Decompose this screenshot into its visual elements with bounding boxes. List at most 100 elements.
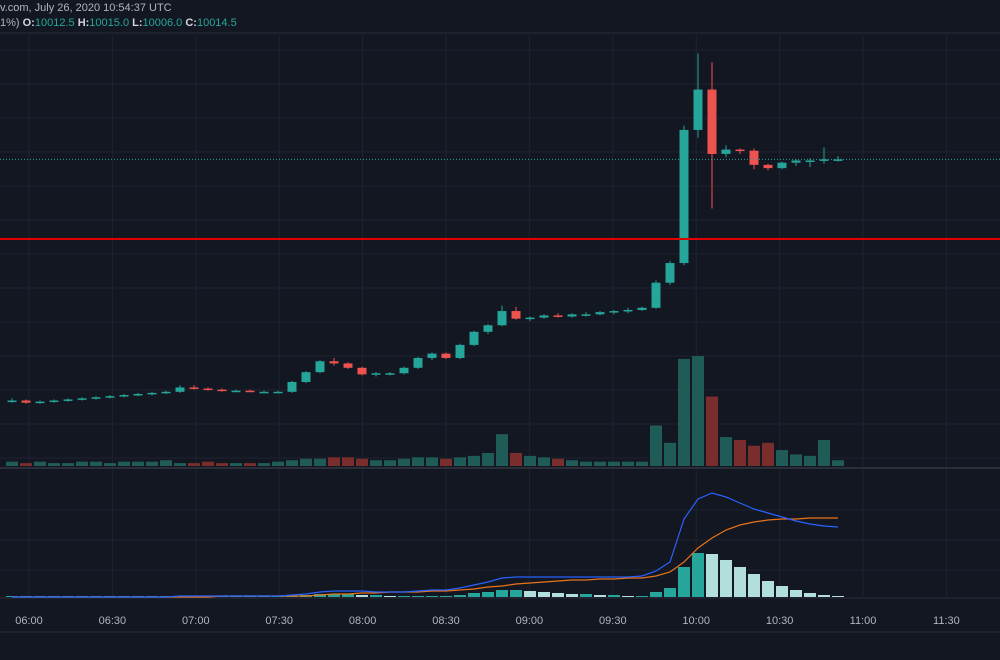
volume-bar [454, 457, 466, 466]
candle-body [133, 393, 143, 396]
volume-bar [356, 458, 368, 466]
candle-body [567, 314, 577, 317]
candle-body [189, 387, 199, 389]
volume-bar [398, 458, 410, 466]
macd-histogram-bar [454, 595, 466, 597]
volume-bar [62, 463, 74, 466]
candle-body [371, 373, 381, 375]
volume-bar [412, 457, 424, 466]
time-axis-label: 08:30 [432, 615, 460, 627]
macd-histogram-bar [510, 590, 522, 597]
macd-histogram-bar [776, 586, 788, 597]
time-axis-label: 10:30 [766, 615, 794, 627]
macd-histogram-bar [328, 594, 340, 597]
volume-bar [188, 463, 200, 466]
high-value: 10015.0 [89, 17, 130, 29]
candle-body [217, 389, 227, 392]
candle-body [63, 399, 73, 401]
volume-bar [678, 358, 690, 466]
volume-bar [160, 460, 172, 466]
candle-body [511, 311, 521, 319]
time-axis-label: 09:30 [599, 615, 627, 627]
macd-histogram-bar [482, 592, 494, 597]
candle-body [539, 315, 549, 318]
volume-bar [286, 460, 298, 466]
candle-body [595, 312, 605, 315]
volume-bar [48, 463, 60, 466]
macd-histogram-bar [426, 596, 438, 597]
candle-body [273, 391, 283, 394]
macd-histogram-bar [440, 596, 452, 597]
macd-histogram-bar [608, 595, 620, 597]
macd-histogram-bar [818, 595, 830, 597]
macd-histogram-bar [706, 554, 718, 597]
open-value: 10012.5 [34, 17, 75, 29]
volume-bar [314, 458, 326, 466]
candle-body [245, 390, 255, 393]
macd-histogram-bar [566, 594, 578, 597]
volume-bar [216, 463, 228, 466]
volume-bar [6, 461, 18, 466]
volume-bar [34, 461, 46, 466]
candle-body [805, 160, 815, 162]
volume-bar [734, 439, 746, 466]
time-axis-label: 06:00 [15, 615, 43, 627]
candle-body [553, 315, 563, 317]
volume-bar [524, 455, 536, 466]
change-text: 1%) [0, 17, 20, 29]
candle-body [609, 311, 619, 313]
macd-histogram-bar [636, 596, 648, 597]
chart-source-line: v.com, July 26, 2020 10:54:37 UTC [0, 2, 172, 14]
candle-body [21, 400, 31, 403]
time-axis-label: 11:00 [850, 615, 877, 627]
candle-body [329, 361, 339, 364]
time-axis-label: 08:00 [349, 615, 377, 627]
volume-bar [342, 457, 354, 466]
volume-bar [706, 396, 718, 466]
time-axis-label: 07:00 [182, 615, 210, 627]
candle-body [581, 314, 591, 316]
high-label: H: [77, 17, 90, 29]
volume-bar [328, 457, 340, 466]
macd-histogram-bar [398, 596, 410, 597]
macd-histogram-bar [678, 567, 690, 597]
candle-body [399, 367, 409, 374]
volume-bar [496, 434, 508, 466]
time-axis-label: 07:30 [265, 615, 293, 627]
macd-histogram-bar [370, 595, 382, 597]
candle-body [343, 363, 353, 368]
volume-bar [426, 457, 438, 466]
low-value: 10006.0 [142, 17, 183, 29]
macd-histogram-bar [552, 593, 564, 597]
macd-histogram-bar [496, 590, 508, 597]
volume-bar [300, 458, 312, 466]
volume-bar [20, 463, 32, 466]
macd-histogram-bar [524, 591, 536, 597]
candle-body [441, 353, 451, 358]
volume-bar [650, 425, 662, 466]
volume-bar [790, 454, 802, 466]
open-label: O: [22, 17, 35, 29]
low-label: L: [132, 17, 143, 29]
volume-bar [510, 452, 522, 466]
candle-body [175, 387, 185, 392]
candle-body [385, 373, 395, 375]
candle-body [707, 89, 717, 154]
candle-body [497, 311, 507, 326]
macd-histogram-bar [790, 590, 802, 597]
volume-bar [762, 442, 774, 466]
volume-bar [552, 458, 564, 466]
volume-bar [776, 450, 788, 466]
candle-body [231, 390, 241, 393]
volume-bar [566, 460, 578, 466]
macd-histogram-bar [356, 595, 368, 597]
macd-histogram-bar [580, 594, 592, 597]
macd-histogram-bar [622, 596, 634, 597]
time-axis-label: 06:30 [99, 615, 127, 627]
macd-histogram-bar [468, 593, 480, 597]
volume-bar [636, 461, 648, 466]
candle-body [105, 396, 115, 398]
macd-line [12, 492, 839, 598]
candle-body [315, 361, 325, 373]
